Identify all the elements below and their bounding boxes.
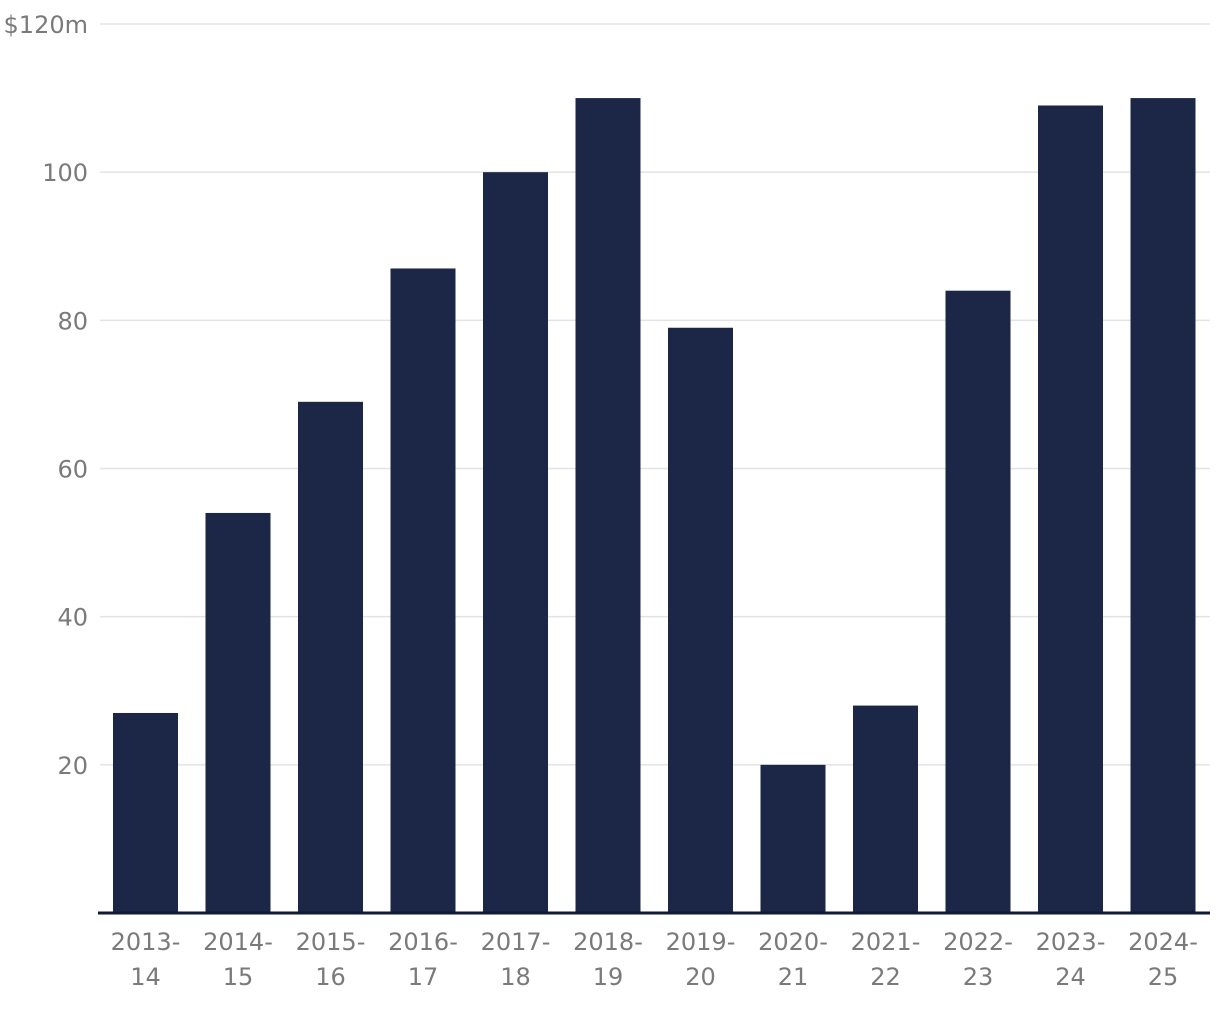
x-tick-label: 2022- 23	[943, 928, 1013, 991]
y-tick-label: 100	[42, 159, 88, 187]
x-tick-label: 2014- 15	[203, 928, 273, 991]
bar-2021-22	[853, 705, 918, 913]
x-tick-label-line: 2017-	[481, 928, 551, 956]
x-tick-label-line: 15	[223, 963, 254, 991]
bar-2015-16	[298, 401, 363, 913]
bar-2013-14	[113, 712, 178, 913]
x-tick-label-line: 2016-	[388, 928, 458, 956]
y-tick-label: $120m	[4, 11, 88, 39]
bar-2022-23	[945, 290, 1011, 913]
x-tick-label-line: 24	[1055, 963, 1086, 991]
x-tick-label: 2013- 14	[111, 928, 181, 991]
bar-2016-17	[390, 268, 456, 914]
x-tick-label-line: 14	[130, 963, 161, 991]
x-tick-label-line: 20	[685, 963, 716, 991]
bar-2014-15	[205, 512, 271, 913]
x-tick-label-line: 16	[315, 963, 346, 991]
x-tick-label-line: 19	[593, 963, 624, 991]
x-tick-label-line: 2022-	[943, 928, 1013, 956]
bar-2018-19	[575, 98, 641, 914]
bar-2017-18	[483, 172, 548, 913]
x-tick-label-line: 2024-	[1128, 928, 1198, 956]
x-tick-label-line: 2013-	[111, 928, 181, 956]
bar-2019-20	[668, 327, 733, 913]
x-tick-label-line: 22	[870, 963, 901, 991]
x-tick-label-line: 2023-	[1036, 928, 1106, 956]
x-tick-label: 2024- 25	[1128, 928, 1198, 991]
x-tick-label: 2017- 18	[481, 928, 551, 991]
x-tick-label-line: 21	[778, 963, 809, 991]
y-tick-label: 20	[57, 752, 88, 780]
x-tick-label-line: 2019-	[666, 928, 736, 956]
x-tick-label-line: 2021-	[851, 928, 921, 956]
bar-2024-25	[1130, 98, 1196, 914]
x-tick-label: 2021- 22	[851, 928, 921, 991]
x-tick-label-line: 2014-	[203, 928, 273, 956]
gridlines	[100, 23, 1210, 766]
y-tick-label: 40	[57, 604, 88, 632]
x-axis-category-labels: 2013- 14 2014- 15 2015- 16 2016- 17 2017- 18 2018-…	[111, 928, 1198, 991]
x-tick-label-line: 2015-	[296, 928, 366, 956]
x-tick-label-line: 2020-	[758, 928, 828, 956]
x-tick-label: 2018- 19	[573, 928, 643, 991]
x-tick-label-line: 18	[500, 963, 531, 991]
y-tick-label: 60	[57, 456, 88, 484]
y-tick-label: 80	[57, 307, 88, 335]
x-tick-label-line: 23	[963, 963, 994, 991]
x-tick-label-line: 2018-	[573, 928, 643, 956]
x-tick-label: 2016- 17	[388, 928, 458, 991]
x-tick-label: 2020- 21	[758, 928, 828, 991]
x-tick-label: 2023- 24	[1036, 928, 1106, 991]
bar-2020-21	[760, 764, 826, 913]
bars	[113, 98, 1196, 914]
y-axis-tick-labels: $120m 100 80 60 40 20	[4, 11, 88, 780]
x-tick-label: 2015- 16	[296, 928, 366, 991]
bar-2023-24	[1038, 105, 1103, 913]
x-tick-label-line: 25	[1148, 963, 1179, 991]
x-tick-label-line: 17	[408, 963, 439, 991]
x-tick-label: 2019- 20	[666, 928, 736, 991]
